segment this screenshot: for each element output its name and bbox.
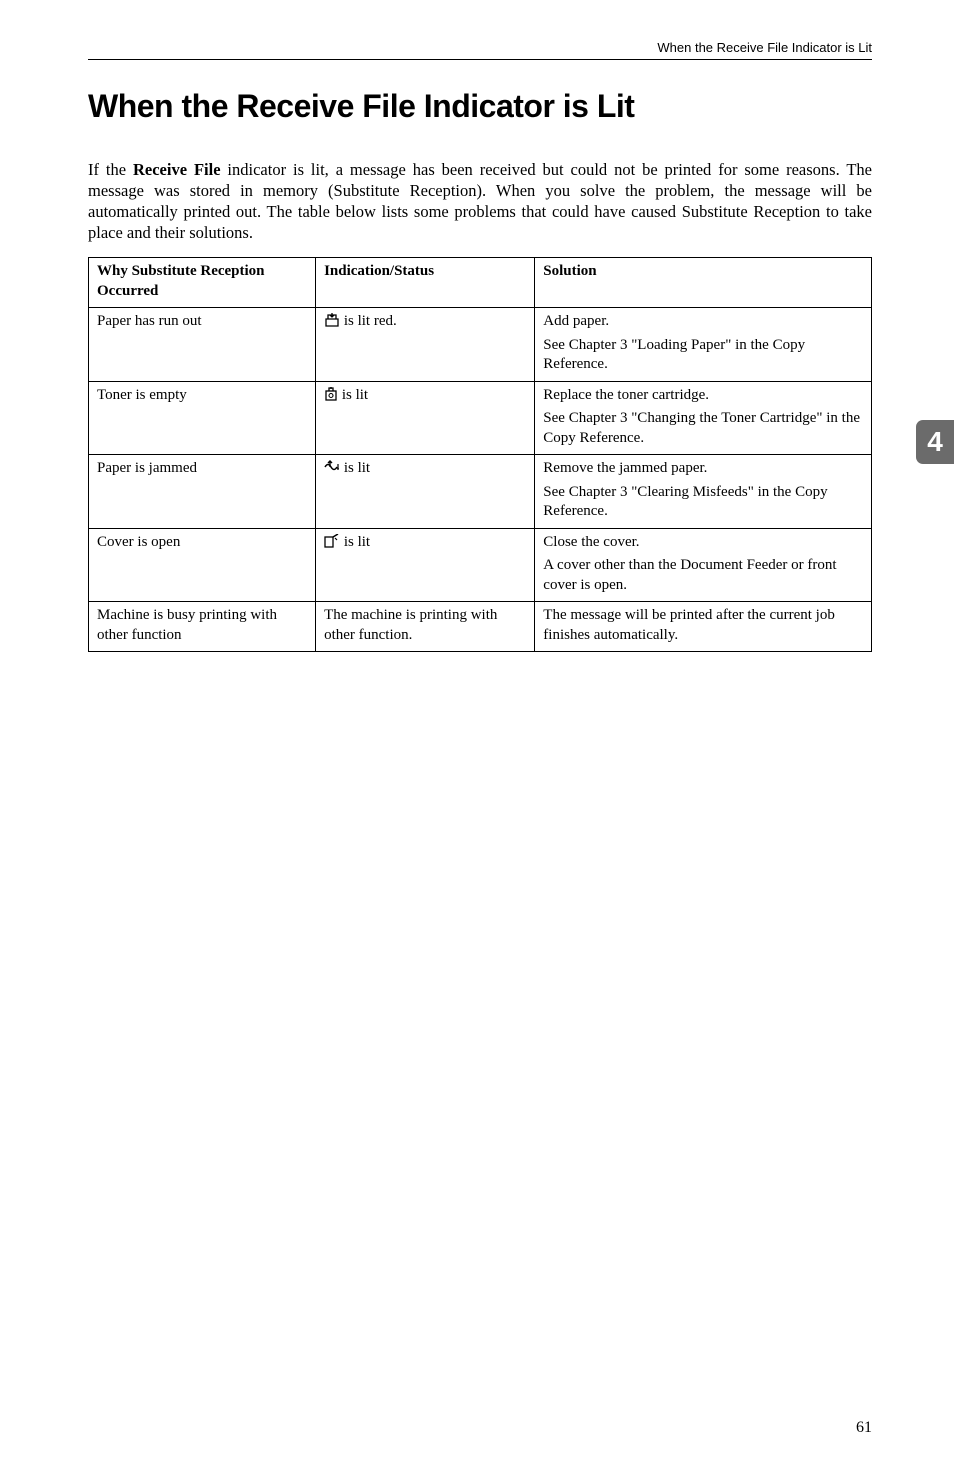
header-indication: Indication/Status — [316, 258, 535, 308]
paper-tray-icon — [324, 313, 340, 334]
header-solution: Solution — [535, 258, 872, 308]
page-number: 61 — [856, 1419, 872, 1437]
cell-indication: is lit — [316, 381, 535, 455]
chapter-tab: 4 — [916, 420, 954, 464]
cell-solution: Remove the jammed paper. See Chapter 3 "… — [535, 455, 872, 529]
header-why: Why Substitute Reception Occurred — [89, 258, 316, 308]
cell-solution: The message will be printed after the cu… — [535, 602, 872, 652]
cell-why: Paper has run out — [89, 308, 316, 382]
intro-paragraph: If the Receive File indicator is lit, a … — [88, 159, 872, 243]
cell-why: Cover is open — [89, 528, 316, 602]
table-header-row: Why Substitute Reception Occurred Indica… — [89, 258, 872, 308]
cell-indication: The machine is printing with other funct… — [316, 602, 535, 652]
cell-solution: Add paper. See Chapter 3 "Loading Paper"… — [535, 308, 872, 382]
cell-solution: Replace the toner cartridge. See Chapter… — [535, 381, 872, 455]
cell-indication-text: is lit red. — [340, 313, 397, 329]
solution-line-1: Replace the toner cartridge. — [543, 386, 863, 406]
solution-line-1: Remove the jammed paper. — [543, 459, 863, 479]
cell-why: Paper is jammed — [89, 455, 316, 529]
table-row: Cover is open is lit Close the cover. A … — [89, 528, 872, 602]
running-header: When the Receive File Indicator is Lit — [88, 40, 872, 60]
cell-indication-text: is lit — [340, 534, 370, 550]
jam-icon — [324, 460, 340, 481]
cell-indication: is lit — [316, 528, 535, 602]
solution-line-1: Add paper. — [543, 312, 863, 332]
cell-why: Toner is empty — [89, 381, 316, 455]
solution-line-1: Close the cover. — [543, 533, 863, 553]
cell-indication: is lit — [316, 455, 535, 529]
table-row: Paper is jammed is lit Remove the jammed… — [89, 455, 872, 529]
solution-line-2: See Chapter 3 "Loading Paper" in the Cop… — [543, 336, 863, 375]
toner-icon — [324, 387, 338, 408]
cell-indication: is lit red. — [316, 308, 535, 382]
intro-bold: Receive File — [133, 160, 221, 179]
cell-indication-text: is lit — [340, 460, 370, 476]
table-row: Toner is empty is lit Replace the toner … — [89, 381, 872, 455]
solution-line-2: A cover other than the Document Feeder o… — [543, 556, 863, 595]
solutions-table: Why Substitute Reception Occurred Indica… — [88, 257, 872, 652]
table-row: Machine is busy printing with other func… — [89, 602, 872, 652]
cell-why: Machine is busy printing with other func… — [89, 602, 316, 652]
solution-line-2: See Chapter 3 "Changing the Toner Cartri… — [543, 409, 863, 448]
cell-indication-text: is lit — [338, 387, 368, 403]
cell-solution: Close the cover. A cover other than the … — [535, 528, 872, 602]
table-row: Paper has run out is lit red. Add paper.… — [89, 308, 872, 382]
page-title: When the Receive File Indicator is Lit — [88, 88, 872, 125]
solution-line-2: See Chapter 3 "Clearing Misfeeds" in the… — [543, 483, 863, 522]
cover-icon — [324, 534, 340, 555]
intro-text-1: If the — [88, 160, 133, 179]
